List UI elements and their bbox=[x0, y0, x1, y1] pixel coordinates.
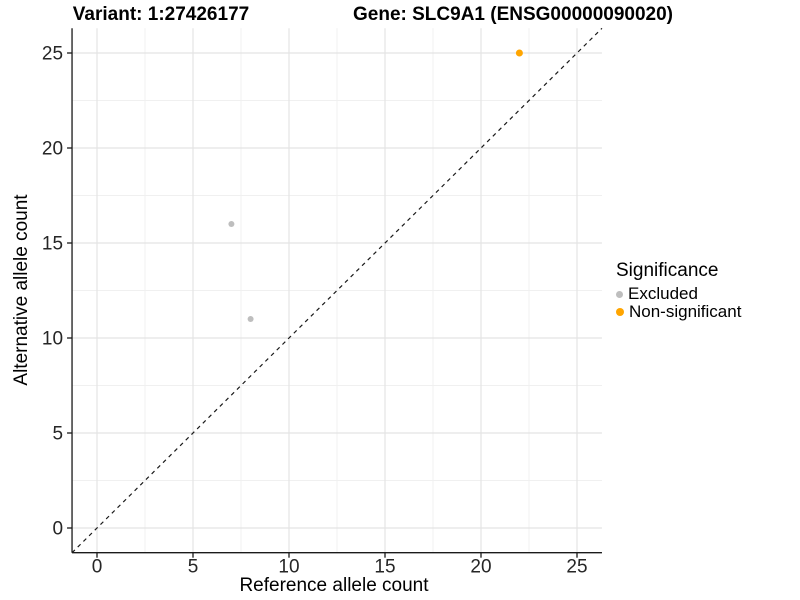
legend-item: Excluded bbox=[616, 284, 741, 303]
variant-title: Variant: 1:27426177 bbox=[72, 4, 250, 25]
legend-item-label: Non-significant bbox=[629, 302, 742, 321]
gene-title: Gene: SLC9A1 (ENSG00000090020) bbox=[353, 4, 673, 25]
legend-marker-icon bbox=[616, 308, 624, 316]
y-axis-title: Alternative allele count bbox=[11, 194, 32, 386]
legend-items: Excluded Non-significant bbox=[616, 284, 742, 321]
legend-item-label: Excluded bbox=[628, 284, 698, 303]
legend: Significance Excluded Non-significant bbox=[616, 260, 741, 321]
y-tick-label: 10 bbox=[42, 329, 63, 350]
y-tick-label: 5 bbox=[52, 424, 63, 445]
x-axis-title: Reference allele count bbox=[239, 575, 429, 596]
x-tick-label: 20 bbox=[470, 557, 491, 578]
y-tick-label: 15 bbox=[42, 234, 63, 255]
y-tick-label: 25 bbox=[42, 44, 63, 65]
y-tick-label: 0 bbox=[52, 519, 63, 540]
data-point-excluded bbox=[228, 221, 235, 227]
x-tick-label: 25 bbox=[566, 557, 587, 578]
y-tick-label: 20 bbox=[42, 139, 63, 160]
x-tick-label: 5 bbox=[188, 557, 199, 578]
legend-title: Significance bbox=[616, 260, 719, 281]
x-tick-label: 0 bbox=[92, 557, 103, 578]
data-point-excluded bbox=[247, 316, 254, 322]
legend-item: Non-significant bbox=[616, 302, 742, 321]
x-tick-label: 10 bbox=[278, 557, 299, 578]
legend-marker-icon bbox=[616, 290, 623, 298]
x-tick-label: 15 bbox=[374, 557, 395, 578]
data-point-non-significant bbox=[515, 49, 523, 57]
